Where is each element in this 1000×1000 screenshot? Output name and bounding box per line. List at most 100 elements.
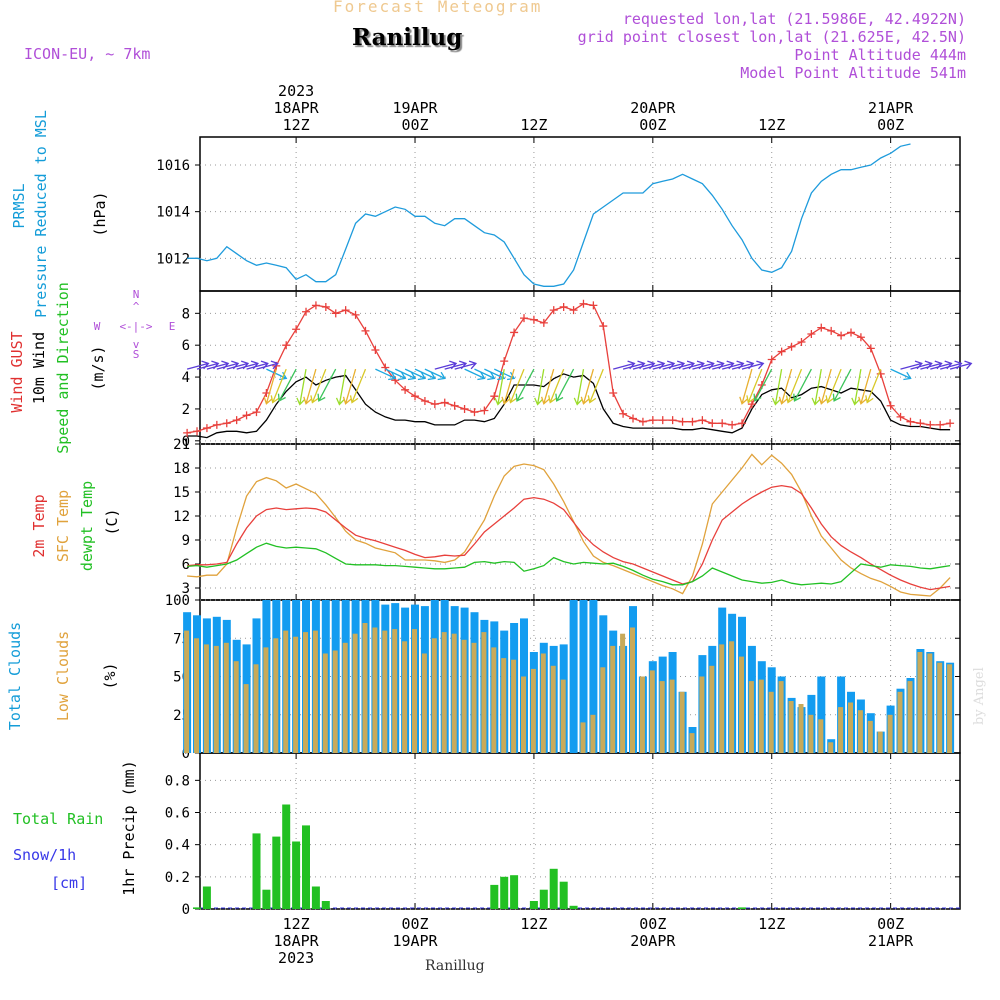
rain-bar xyxy=(569,905,578,909)
wind-direction-arrow xyxy=(573,368,585,406)
wind-gust-point xyxy=(302,307,311,316)
bottom-time-label: 21APR xyxy=(868,932,914,950)
low-clouds-bar xyxy=(639,676,645,753)
wind-gust-point xyxy=(926,420,935,429)
low-clouds-bar xyxy=(877,731,883,753)
bottom-time-label: 00Z xyxy=(639,915,666,933)
low-clouds-bar xyxy=(659,681,665,753)
low-clouds-bar xyxy=(392,629,398,753)
temp-unit: (C) xyxy=(103,508,121,535)
precip-ytick-label: 0.2 xyxy=(165,870,190,886)
wind-direction-arrow xyxy=(739,368,753,405)
low-clouds-bar xyxy=(669,679,675,753)
wind-direction-arrow xyxy=(865,368,882,404)
low-clouds-bar xyxy=(689,733,695,753)
rain-bar xyxy=(490,884,499,909)
wind-direction-arrow xyxy=(256,360,279,370)
wind-direction-arrow xyxy=(613,360,636,370)
compass-s: S xyxy=(133,348,140,361)
top-time-label: 18APR xyxy=(274,99,320,117)
temperature-ytick-label: 15 xyxy=(173,485,190,501)
clouds-ytick-label: 100 xyxy=(165,593,190,609)
low-clouds-bar xyxy=(184,630,190,753)
wind-ytick-label: 6 xyxy=(182,338,190,354)
wind-direction-arrow xyxy=(342,368,357,405)
precip-ytick-label: 0 xyxy=(182,902,190,918)
wind-gust-point xyxy=(510,328,519,337)
low-clouds-bar xyxy=(233,661,239,753)
wind-gust-point xyxy=(738,419,747,428)
wind-direction-arrow xyxy=(832,368,852,402)
rain-bar xyxy=(202,886,211,909)
wind-gust-point xyxy=(341,306,350,315)
wind-panel-frame xyxy=(199,290,961,445)
wind-direction-arrow xyxy=(335,368,347,406)
low-clouds-bar xyxy=(927,653,933,753)
low-clouds-bar xyxy=(778,681,784,753)
wind-gust-point xyxy=(252,408,261,417)
clouds-ytick-label: 0 xyxy=(182,746,190,762)
wind-gust-point xyxy=(183,428,192,437)
wind-direction-arrow xyxy=(494,368,505,406)
wind-direction-arrow xyxy=(580,368,595,405)
wind-gust-point xyxy=(589,301,598,310)
low-clouds-bar xyxy=(412,629,417,753)
bottom-time-label: 19APR xyxy=(392,932,438,950)
rain-bar xyxy=(311,886,320,909)
wind-ytick-label: 8 xyxy=(182,306,190,322)
low-clouds-bar xyxy=(808,714,814,754)
low-clouds-bar xyxy=(223,642,229,753)
pressure-line xyxy=(187,143,911,287)
low-clouds-bar xyxy=(491,647,497,753)
wind-direction-arrow xyxy=(753,368,773,402)
rain-bar xyxy=(549,868,558,909)
temperature-ytick-label: 3 xyxy=(182,581,190,597)
wind-direction-arrow xyxy=(494,368,516,381)
temperature-ytick-label: 18 xyxy=(173,461,190,477)
precip-label-snow: Snow/1h xyxy=(13,846,76,864)
wind-gust-point xyxy=(718,419,727,428)
wind-direction-arrow xyxy=(349,368,367,404)
rain-bar xyxy=(500,876,509,909)
low-clouds-bar xyxy=(937,662,943,753)
top-time-label: 12Z xyxy=(758,116,785,134)
wind-gust-point xyxy=(401,385,410,394)
top-time-label: 00Z xyxy=(401,116,428,134)
pressure-panel-frame xyxy=(199,136,961,292)
wind-direction-arrow xyxy=(851,368,862,406)
low-clouds-bar xyxy=(283,630,289,753)
wind-ytick-label: 4 xyxy=(182,370,190,386)
wind-direction-arrow xyxy=(454,360,478,370)
low-clouds-bar xyxy=(828,742,834,753)
pressure-ytick-label: 1016 xyxy=(156,158,190,174)
wind-gust-point xyxy=(529,315,538,324)
low-clouds-bar xyxy=(838,707,844,753)
rain-bar xyxy=(321,901,330,909)
wind-gust-point xyxy=(728,420,737,429)
low-clouds-bar xyxy=(303,632,308,753)
low-clouds-bar xyxy=(947,664,953,753)
low-clouds-bar xyxy=(679,691,685,753)
wind-gust-point xyxy=(708,419,717,428)
low-clouds-bar xyxy=(253,664,259,753)
wind-direction-arrow xyxy=(424,368,446,381)
model-label: ICON-EU, ~ 7km xyxy=(24,45,151,63)
wind-gust-point xyxy=(886,401,895,410)
low-clouds-bar xyxy=(521,676,526,753)
bottom-time-label: 00Z xyxy=(877,915,904,933)
rain-bar xyxy=(559,881,568,909)
low-clouds-bar xyxy=(788,701,794,753)
requested-coords: requested lon,lat (21.5986E, 42.4922N) xyxy=(622,10,966,28)
temp-label-2m: 2m Temp xyxy=(30,494,48,557)
low-clouds-bar xyxy=(709,665,715,753)
wind-gust-point xyxy=(520,314,529,323)
wind-direction-arrow xyxy=(394,368,417,381)
top-time-label: 21APR xyxy=(868,99,914,117)
low-clouds-bar xyxy=(630,627,635,753)
sfc-temp-line xyxy=(187,453,951,597)
temp-2m-line xyxy=(187,484,951,591)
wind-gust-point xyxy=(361,326,370,335)
wind-direction-arrow xyxy=(825,368,842,404)
wind-direction-arrow xyxy=(771,368,783,406)
